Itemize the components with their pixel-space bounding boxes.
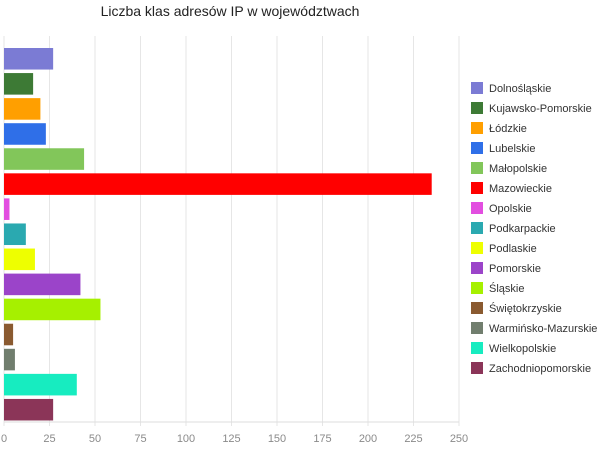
legend-swatch <box>471 102 483 114</box>
legend-swatch <box>471 202 483 214</box>
legend-swatch <box>471 142 483 154</box>
x-tick-label: 100 <box>177 433 195 445</box>
x-tick-label: 125 <box>222 433 240 445</box>
legend-label: Pomorskie <box>489 263 541 275</box>
x-tick-label: 250 <box>450 433 468 445</box>
legend-label: Podlaskie <box>489 243 537 255</box>
legend-swatch <box>471 302 483 314</box>
legend-label: Śląskie <box>489 282 524 295</box>
grid <box>3 36 460 426</box>
legend-swatch <box>471 82 483 94</box>
legend-swatch <box>471 342 483 354</box>
chart-title: Liczba klas adresów IP w województwach <box>101 3 360 19</box>
bar <box>4 48 54 70</box>
x-tick-label: 225 <box>404 433 422 445</box>
bar <box>4 348 15 371</box>
legend-label: Zachodniopomorskie <box>489 363 591 375</box>
legend-swatch <box>471 242 483 254</box>
x-tick-label: 200 <box>359 433 377 445</box>
x-axis: 0 25 50 75 100 125 150 175 200 225 250 <box>1 421 468 445</box>
legend-swatch <box>471 122 483 134</box>
legend-swatch <box>471 362 483 374</box>
legend-label: Mazowieckie <box>489 183 552 195</box>
x-tick-label: 50 <box>89 433 101 445</box>
bar <box>4 73 34 95</box>
legend-swatch <box>471 222 483 234</box>
bar <box>4 248 35 271</box>
legend-swatch <box>471 282 483 294</box>
legend-label: Wielkopolskie <box>489 343 556 355</box>
legend-label: Podkarpackie <box>489 223 556 235</box>
bar <box>4 323 14 346</box>
bar <box>4 198 10 220</box>
bar <box>4 123 46 145</box>
x-tick-label: 25 <box>43 433 55 445</box>
bar <box>4 273 81 296</box>
bar <box>4 223 26 246</box>
x-tick-label: 75 <box>134 433 146 445</box>
legend-label: Kujawsko-Pomorskie <box>489 103 592 115</box>
x-tick-label: 0 <box>1 433 7 445</box>
legend-swatch <box>471 182 483 194</box>
legend-label: Opolskie <box>489 203 532 215</box>
bar <box>4 173 432 195</box>
bar <box>4 148 85 170</box>
legend-label: Warmińsko-Mazurskie <box>489 323 597 335</box>
legend-swatch <box>471 262 483 274</box>
bar <box>4 398 54 421</box>
legend-label: Łódzkie <box>489 123 527 135</box>
bar <box>4 98 41 120</box>
x-tick-label: 175 <box>313 433 331 445</box>
legend-swatch <box>471 162 483 174</box>
bars <box>4 48 432 421</box>
x-tick-label: 150 <box>268 433 286 445</box>
legend-swatch <box>471 322 483 334</box>
legend-label: Lubelskie <box>489 143 535 155</box>
bar <box>4 373 77 396</box>
bar <box>4 298 101 321</box>
legend-label: Małopolskie <box>489 163 547 175</box>
legend-label: Świętokrzyskie <box>489 302 562 315</box>
legend-label: Dolnośląskie <box>489 83 551 95</box>
legend: Dolnośląskie Kujawsko-Pomorskie Łódzkie Lub… <box>471 82 597 375</box>
